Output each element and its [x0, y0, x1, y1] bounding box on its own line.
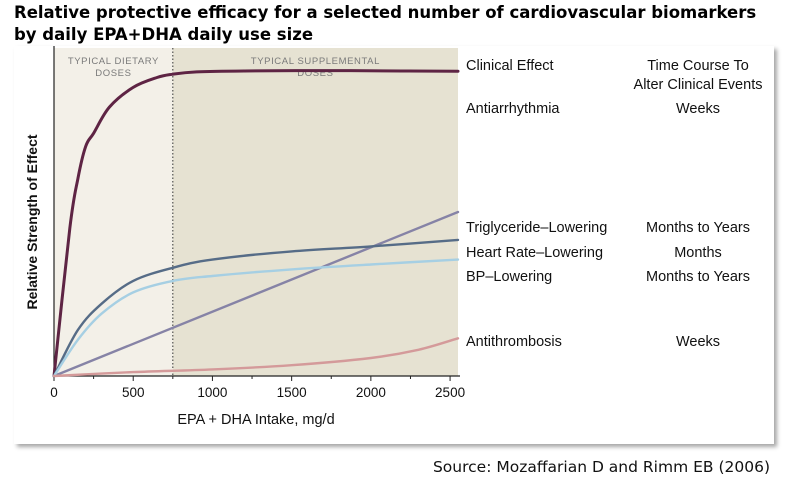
- x-tick-label: 1500: [277, 385, 307, 400]
- series-line-triglyceride-lowering: [52, 210, 460, 378]
- chart-title: Relative protective efficacy for a selec…: [14, 2, 794, 46]
- title-line-2: by daily EPA+DHA daily use size: [14, 25, 314, 44]
- region-label-line1-0: TYPICAL DIETARY: [68, 56, 159, 67]
- time-course-antithrombosis: Weeks: [676, 334, 720, 350]
- time-course-heart-rate-lowering: Months: [674, 245, 722, 261]
- x-axis-label: EPA + DHA Intake, mg/d: [177, 412, 334, 428]
- series-line-heart-rate-lowering: [52, 238, 460, 378]
- title-line-1: Relative protective efficacy for a selec…: [14, 3, 757, 22]
- effect-label-antiarrhythmia: Antiarrhythmia: [466, 101, 560, 117]
- time-course-triglyceride-lowering: Months to Years: [646, 220, 750, 236]
- effect-label-heart-rate-lowering: Heart Rate–Lowering: [466, 245, 603, 261]
- time-course-header-line2: Alter Clinical Events: [634, 77, 763, 93]
- clinical-effect-header: Clinical Effect: [466, 58, 554, 74]
- series-line-bp-lowering: [52, 258, 460, 378]
- x-tick-label: 500: [122, 385, 145, 400]
- chart-panel: TYPICAL DIETARY DOSES TYPICAL SUPPLEMENTAL…: [14, 46, 774, 444]
- region-label-line2-0: DOSES: [95, 68, 131, 79]
- time-course-antiarrhythmia: Weeks: [676, 101, 720, 117]
- region-label-line1-1: TYPICAL SUPPLEMENTAL: [251, 56, 380, 67]
- time-course-bp-lowering: Months to Years: [646, 269, 750, 285]
- effect-label-triglyceride-lowering: Triglyceride–Lowering: [466, 220, 607, 236]
- x-tick-label: 1000: [197, 385, 227, 400]
- effect-label-bp-lowering: BP–Lowering: [466, 269, 552, 285]
- source-citation: Source: Mozaffarian D and Rimm EB (2006): [432, 458, 770, 476]
- effect-label-antithrombosis: Antithrombosis: [466, 334, 562, 350]
- time-course-header-line1: Time Course To: [647, 58, 749, 74]
- region-band-1: [172, 48, 458, 376]
- region-label-line2-1: DOSES: [297, 68, 333, 79]
- x-tick-label: 0: [50, 385, 58, 400]
- y-axis-label: Relative Strength of Effect: [24, 134, 40, 309]
- series-line-antiarrhythmia: [52, 69, 460, 378]
- series-line-antithrombosis: [52, 337, 460, 378]
- x-tick-label: 2000: [356, 385, 386, 400]
- x-tick-label: 2500: [435, 385, 465, 400]
